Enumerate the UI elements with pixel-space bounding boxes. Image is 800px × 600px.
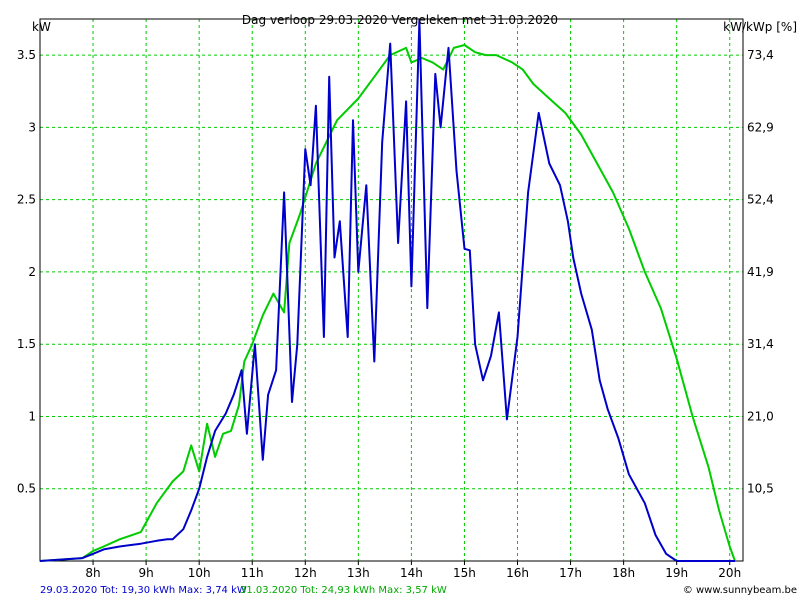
y-tick-label-right: 10,5: [747, 482, 774, 496]
y-tick-label-left: 1.5: [17, 337, 36, 351]
x-tick-label: 12h: [294, 566, 317, 580]
y-tick-label-left: 2.5: [17, 193, 36, 207]
x-tick-label: 19h: [665, 566, 688, 580]
x-tick-label: 14h: [400, 566, 423, 580]
y-tick-label-left: 3.5: [17, 48, 36, 62]
x-tick-label: 9h: [138, 566, 153, 580]
legend-series-1: 29.03.2020 Tot: 19,30 kWh Max: 3,74 kW: [40, 585, 247, 596]
y-tick-label-left: 2: [28, 265, 36, 279]
x-tick-label: 13h: [347, 566, 370, 580]
x-tick-label: 11h: [241, 566, 264, 580]
y-tick-label-right: 73,4: [747, 48, 774, 62]
chart-title: Dag verloop 29.03.2020 Vergeleken met 31…: [242, 13, 558, 27]
y-tick-label-right: 62,9: [747, 120, 774, 134]
y-tick-label-right: 31,4: [747, 337, 774, 351]
x-tick-label: 8h: [85, 566, 100, 580]
legend-series-2: 31.03.2020 Tot: 24,93 kWh Max: 3,57 kW: [240, 585, 447, 596]
x-tick-label: 10h: [188, 566, 211, 580]
y-tick-label-right: 41,9: [747, 265, 774, 279]
credit-text: © www.sunnybeam.be: [683, 585, 797, 596]
x-tick-label: 15h: [453, 566, 476, 580]
plot-frame: [39, 18, 744, 562]
y-axis-left-label: kW: [32, 20, 51, 34]
y-tick-label-right: 52,4: [747, 193, 774, 207]
y-tick-label-left: 3: [28, 120, 36, 134]
x-tick-label: 18h: [612, 566, 635, 580]
y-tick-label-left: 1: [28, 409, 36, 423]
x-tick-label: 20h: [718, 566, 741, 580]
series-line-1: [39, 19, 735, 562]
x-tick-label: 16h: [506, 566, 529, 580]
series-layer: [39, 19, 736, 562]
y-axis-right-label: kW/kWp [%]: [723, 20, 797, 34]
gridlines: [40, 19, 743, 561]
series-line-2: [39, 44, 736, 562]
y-tick-label-right: 21,0: [747, 409, 774, 423]
axis-ticks: 0.5 10,5 1 21,0 1.5 31,4 2 41,9 2.5 52,4 3 62,9 3.5 7…: [17, 48, 774, 580]
x-tick-label: 17h: [559, 566, 582, 580]
y-tick-label-left: 0.5: [17, 482, 36, 496]
